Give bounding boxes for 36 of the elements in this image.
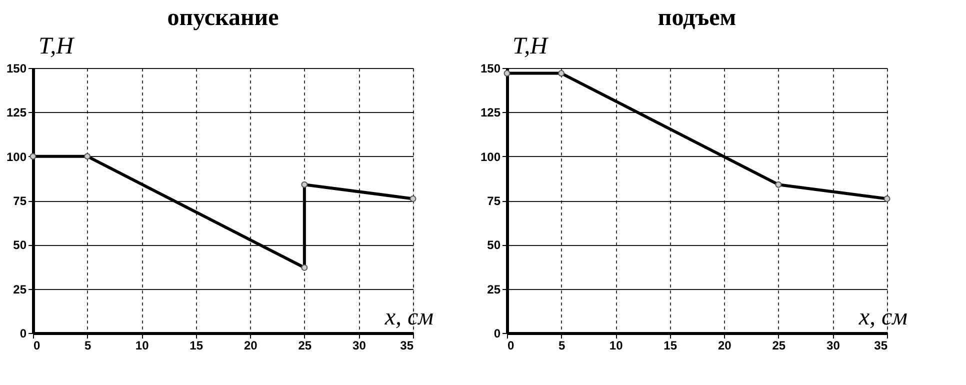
x-axis-title: x, см xyxy=(384,304,434,330)
y-tick-label: 0 xyxy=(20,326,27,340)
y-tick-label: 25 xyxy=(487,282,501,296)
y-tick-label: 25 xyxy=(13,282,27,296)
y-tick-label: 125 xyxy=(6,106,27,120)
x-tick-label: 15 xyxy=(190,338,204,352)
chart-title: опускание xyxy=(167,5,280,31)
y-tick-label: 0 xyxy=(494,326,501,340)
x-tick-label: 25 xyxy=(298,338,312,352)
x-tick-label: 20 xyxy=(244,338,258,352)
x-tick-label: 15 xyxy=(664,338,678,352)
y-tick-label: 100 xyxy=(6,150,27,164)
x-tick-label: 30 xyxy=(352,338,366,352)
x-tick-label: 35 xyxy=(400,338,414,352)
x-tick-label: 25 xyxy=(772,338,786,352)
y-tick-label: 125 xyxy=(480,106,501,120)
y-axis-title: T,Н xyxy=(38,34,76,60)
y-tick-label: 50 xyxy=(487,238,501,252)
y-tick-label: 150 xyxy=(6,62,27,76)
x-tick-label: 10 xyxy=(135,338,150,352)
x-tick-label: 5 xyxy=(84,338,92,352)
y-tick-label: 100 xyxy=(480,150,501,164)
x-tick-label: 0 xyxy=(508,338,514,352)
x-tick-label: 5 xyxy=(558,338,566,352)
chart-title: подъем xyxy=(658,5,736,31)
x-tick-label: 30 xyxy=(826,338,840,352)
x-axis-title: x, см xyxy=(858,304,908,330)
x-tick-label: 35 xyxy=(874,338,888,352)
x-tick-label: 20 xyxy=(718,338,732,352)
y-axis-title: T,Н xyxy=(512,34,550,60)
x-tick-label: 0 xyxy=(34,338,40,352)
y-tick-label: 75 xyxy=(13,194,27,208)
y-tick-label: 50 xyxy=(13,238,27,252)
x-tick-label: 10 xyxy=(609,338,624,352)
y-tick-label: 150 xyxy=(480,62,501,76)
y-tick-label: 75 xyxy=(487,194,501,208)
